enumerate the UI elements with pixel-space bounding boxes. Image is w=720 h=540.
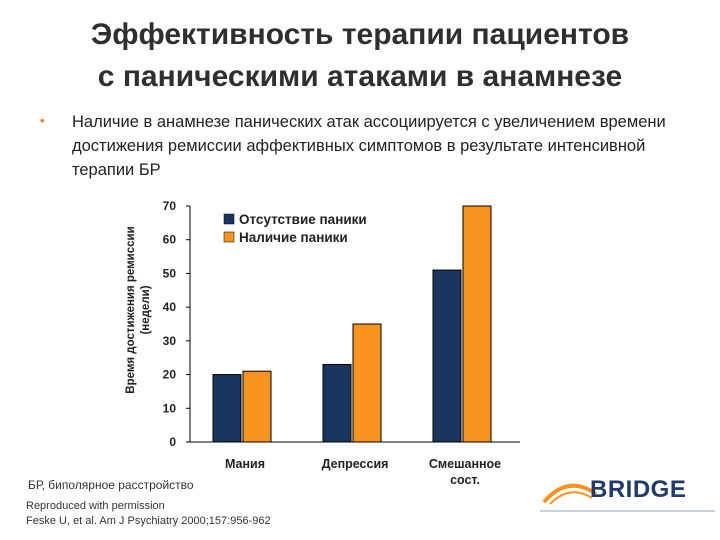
legend-swatch	[223, 231, 235, 243]
y-tick-label: 10	[163, 401, 177, 415]
y-tick-label: 40	[163, 300, 177, 314]
legend-swatch	[223, 213, 235, 225]
legend-label: Наличие паники	[239, 230, 348, 245]
x-category-label: Мания	[225, 457, 265, 471]
abbreviation-footnote: БР, биполярное расстройство	[28, 478, 194, 492]
bar	[212, 374, 242, 443]
bar	[462, 205, 492, 443]
y-tick-label: 70	[163, 199, 177, 213]
bridge-arc-icon	[542, 483, 598, 505]
x-category-label: сост.	[450, 473, 480, 487]
logo-wordmark: BRIDGE	[590, 476, 687, 503]
source-note-line-1: Reproduced with permission	[26, 500, 165, 512]
bullet-text: Наличие в анамнезе панических атак ассоц…	[72, 113, 666, 179]
source-note-line-2: Feske U, et al. Am J Psychiatry 2000;157…	[26, 515, 271, 527]
bar	[432, 269, 462, 443]
y-tick-label: 30	[163, 334, 177, 348]
title-line-2: с паническими атаками в анамнезе	[97, 60, 623, 93]
y-tick-label: 50	[163, 266, 177, 280]
x-category-label: Депрессия	[322, 457, 389, 471]
y-tick-label: 60	[163, 233, 177, 247]
title-line-1: Эффективность терапии пациентов	[90, 18, 630, 51]
bar	[352, 323, 382, 443]
y-tick-label: 20	[163, 368, 177, 382]
legend-label: Отсутствие паники	[239, 212, 367, 227]
bridge-logo: BRIDGE	[540, 470, 715, 540]
logo-tagline-graphic	[540, 510, 715, 512]
bar	[242, 370, 272, 443]
slide-title: Эффективность терапии пациентов с паниче…	[20, 14, 700, 98]
y-tick-label: 0	[169, 435, 176, 449]
bar	[322, 363, 352, 443]
x-category-label: Смешанное	[429, 457, 501, 471]
bullet-dot-icon: •	[40, 113, 45, 128]
